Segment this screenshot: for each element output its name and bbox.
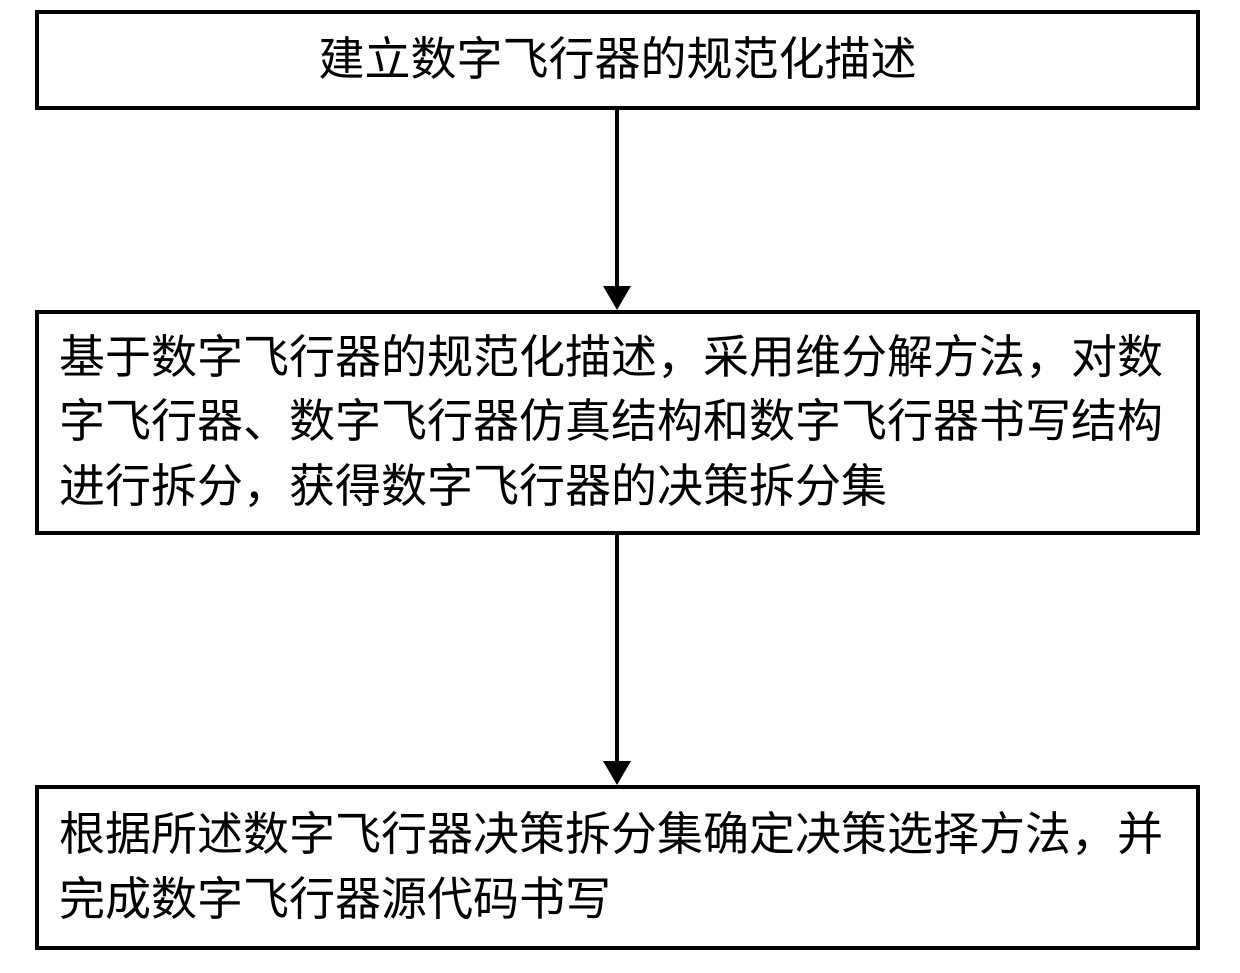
flow-edge-2-line [615,535,619,761]
flowchart-canvas: 建立数字飞行器的规范化描述 基于数字飞行器的规范化描述，采用维分解方法，对数字飞… [0,0,1240,973]
flow-node-2: 基于数字飞行器的规范化描述，采用维分解方法，对数字飞行器、数字飞行器仿真结构和数… [35,310,1200,535]
flow-node-2-text: 基于数字飞行器的规范化描述，采用维分解方法，对数字飞行器、数字飞行器仿真结构和数… [59,326,1176,519]
flow-edge-1-line [615,110,619,286]
flow-edge-1-head [603,286,631,310]
flow-node-1: 建立数字飞行器的规范化描述 [35,10,1200,110]
flow-node-3-text: 根据所述数字飞行器决策拆分集确定决策选择方法，并完成数字飞行器源代码书写 [59,803,1176,932]
flow-node-3: 根据所述数字飞行器决策拆分集确定决策选择方法，并完成数字飞行器源代码书写 [35,785,1200,950]
flow-node-1-text: 建立数字飞行器的规范化描述 [59,28,1176,92]
flow-edge-2-head [603,761,631,785]
